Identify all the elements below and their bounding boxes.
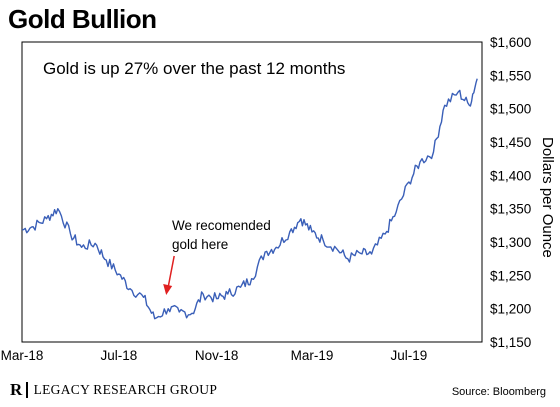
chart-title: Gold Bullion bbox=[8, 4, 157, 34]
y-tick-label: $1,150 bbox=[490, 335, 531, 350]
source-note: Source: Bloomberg bbox=[451, 386, 546, 398]
y-axis-label: Dollars per Ounce bbox=[539, 137, 556, 258]
plot-frame bbox=[21, 41, 483, 343]
series-line bbox=[21, 78, 478, 320]
chart-subtitle: Gold is up 27% over the past 12 months bbox=[43, 59, 345, 78]
y-tick-label: $1,600 bbox=[490, 35, 531, 50]
x-tick-label: Nov-18 bbox=[195, 348, 239, 363]
brand-name: LEGACY RESEARCH GROUP bbox=[33, 382, 218, 397]
y-tick-label: $1,400 bbox=[490, 168, 531, 183]
y-tick-label: $1,200 bbox=[490, 302, 531, 317]
y-tick-label: $1,500 bbox=[490, 102, 531, 117]
y-tick-label: $1,350 bbox=[490, 202, 531, 217]
x-tick-label: Mar-19 bbox=[291, 348, 334, 363]
brand-logo: R LEGACY RESEARCH GROUP bbox=[10, 381, 218, 398]
annotation-text: We recomended bbox=[172, 218, 271, 233]
x-tick-label: Jul-18 bbox=[101, 348, 138, 363]
annotation: We recomended gold here bbox=[163, 218, 271, 295]
y-tick-label: $1,450 bbox=[490, 135, 531, 150]
x-axis-ticks: Mar-18 Jul-18 Nov-18 Mar-19 Jul-19 bbox=[1, 348, 428, 363]
logo-mark-icon: R bbox=[10, 381, 28, 398]
y-axis-ticks: $1,150 $1,200 $1,250 $1,300 $1,350 $1,400 $1,4… bbox=[490, 35, 531, 350]
annotation-text: gold here bbox=[172, 237, 228, 252]
x-tick-label: Mar-18 bbox=[1, 348, 44, 363]
annotation-arrow bbox=[167, 255, 175, 288]
x-tick-label: Jul-19 bbox=[391, 348, 428, 363]
y-tick-label: $1,300 bbox=[490, 235, 531, 250]
y-tick-label: $1,250 bbox=[490, 268, 531, 283]
annotation-arrowhead bbox=[163, 284, 173, 295]
y-tick-label: $1,550 bbox=[490, 68, 531, 83]
